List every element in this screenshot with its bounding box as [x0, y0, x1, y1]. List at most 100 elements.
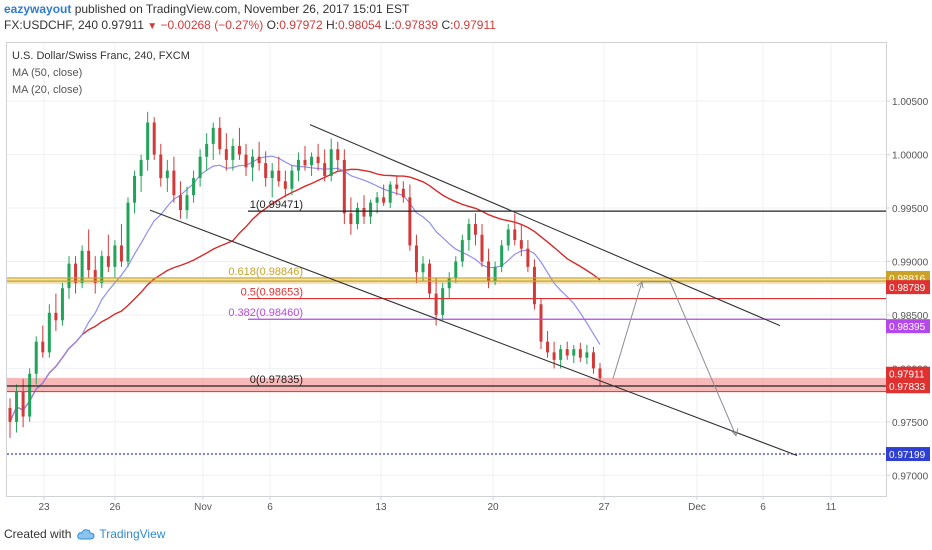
candle-body [519, 240, 523, 249]
legend-ma20: MA (20, close) [12, 84, 83, 96]
candle-body [454, 261, 458, 278]
projection-path [612, 281, 737, 436]
candle-body [500, 245, 504, 267]
candle-body [591, 352, 595, 369]
candle-body [323, 163, 327, 176]
candle-body [539, 304, 543, 342]
candle-body [532, 266, 536, 305]
candle-body [316, 156, 320, 164]
candle-body [87, 250, 91, 271]
candle-body [526, 248, 530, 267]
open-label: O: [266, 18, 280, 32]
x-tick-label: 26 [109, 502, 121, 513]
chart-legend: U.S. Dollar/Swiss Franc, 240, FXCM MA (5… [12, 48, 190, 99]
candle-body [342, 159, 346, 214]
candle-body [270, 170, 274, 179]
candle-body [447, 277, 451, 289]
candle-body [172, 170, 176, 196]
candle-body [54, 312, 58, 321]
price-label-box [886, 280, 930, 295]
publish-info: eazywayout published on TradingView.com,… [4, 2, 409, 16]
footer: Created with TradingView [4, 527, 165, 541]
candle-body [15, 391, 19, 422]
candle-body [251, 156, 255, 168]
candle-body [362, 208, 366, 217]
open-value: 0.97972 [279, 18, 323, 32]
ma50-line [9, 168, 601, 423]
candle-body [185, 195, 189, 211]
arrowhead-down-icon [730, 428, 739, 437]
candle-body [237, 146, 241, 155]
candle-body [257, 156, 261, 164]
candle-body [493, 266, 497, 281]
y-tick-label: 0.97000 [892, 471, 929, 482]
candle-body [369, 202, 373, 217]
x-tick-label: 6 [267, 502, 273, 513]
chart-frame[interactable] [6, 42, 887, 497]
price-label-text: 0.98816 [889, 274, 926, 285]
last-price: 0.97911 [101, 18, 144, 32]
candle-body [74, 263, 78, 283]
channel-upper-line [309, 124, 781, 327]
price-change: −0.00268 (−0.27%) [160, 18, 264, 32]
candle-body [408, 197, 412, 246]
candle-body [211, 127, 215, 144]
x-tick-label: 13 [375, 502, 387, 513]
candle-body [565, 349, 569, 356]
candle-body [192, 178, 196, 196]
candle-body [480, 234, 484, 262]
candle-body [290, 170, 294, 189]
candle-body [329, 149, 333, 176]
price-label-box [886, 447, 930, 462]
candle-body [388, 184, 392, 203]
candle-body [126, 202, 130, 262]
candle-body [34, 341, 38, 374]
candle-body [310, 156, 314, 166]
candle-body [460, 240, 464, 262]
tradingview-logo[interactable]: TradingView [77, 527, 165, 541]
candle-body [205, 143, 209, 157]
fib-label: 0.618(0.98846) [228, 266, 303, 278]
symbol-label: FX:USDCHF, 240 [4, 18, 99, 32]
candle-body [434, 293, 438, 315]
candle-body [283, 181, 287, 189]
close-value: 0.97911 [453, 18, 496, 32]
candle-body [119, 245, 123, 262]
price-label-text: 0.97911 [889, 370, 925, 381]
candle-body [578, 349, 582, 358]
high-label: H: [325, 18, 338, 32]
price-label-box [886, 379, 930, 394]
x-tick-label: 27 [598, 502, 610, 513]
candle-body [572, 349, 576, 356]
candle-body [559, 349, 563, 360]
candle-body [467, 224, 471, 241]
candle-body [47, 312, 51, 353]
candle-body [414, 245, 418, 273]
candle-body [198, 156, 202, 179]
arrowhead-up-icon [636, 280, 644, 289]
fib-label: 0.382(0.98460) [228, 307, 303, 319]
candle-body [513, 229, 517, 241]
published-text: published on TradingView.com, November 2… [74, 2, 410, 16]
x-tick-label: Nov [194, 502, 212, 513]
high-value: 0.98054 [337, 18, 382, 32]
candle-body [133, 175, 137, 203]
x-tick-label: 6 [760, 502, 766, 513]
support-zone [7, 377, 886, 392]
price-label-text: 0.98789 [889, 283, 926, 294]
close-label: C: [441, 18, 454, 32]
candle-body [146, 122, 150, 160]
price-label-text: 0.98395 [889, 322, 926, 333]
tradingview-cloud-icon [77, 529, 95, 540]
candle-body [165, 170, 169, 179]
tradingview-brand: TradingView [99, 527, 166, 541]
x-tick-label: Dec [688, 502, 706, 513]
x-tick-label: 11 [826, 502, 837, 513]
candle-body [224, 149, 228, 160]
y-tick-label: 0.97500 [892, 418, 929, 429]
author-link[interactable]: eazywayout [4, 2, 72, 16]
candle-body [487, 261, 491, 281]
price-label-text: 0.97199 [889, 450, 926, 461]
candle-body [598, 368, 602, 379]
